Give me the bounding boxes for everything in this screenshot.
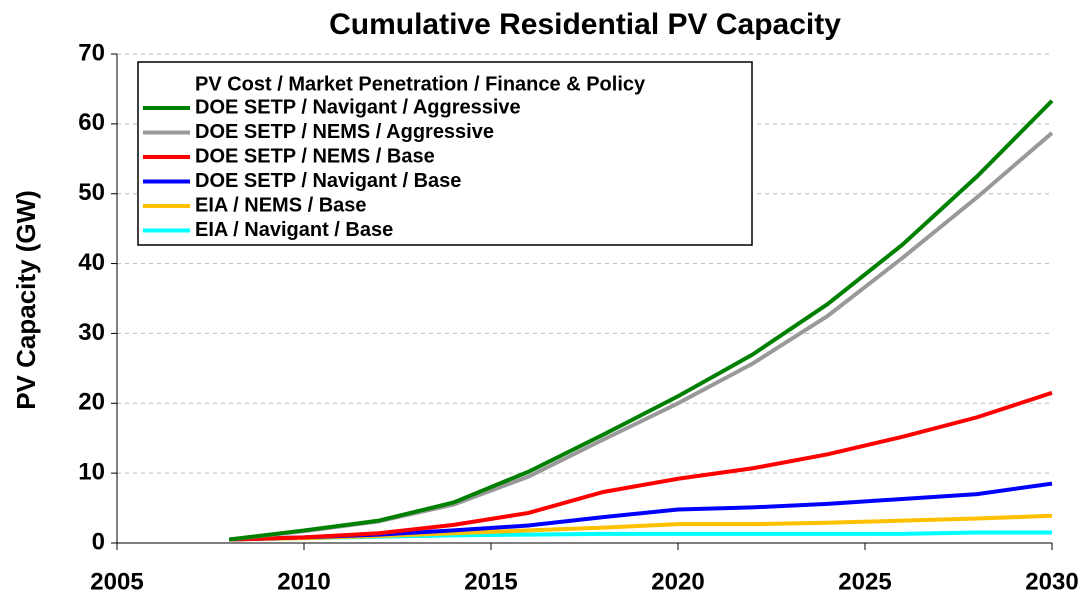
y-tick-label: 60: [78, 109, 105, 136]
series-line: [229, 390, 1053, 542]
y-tick-label: 30: [78, 319, 105, 346]
legend-title: PV Cost / Market Penetration / Finance &…: [195, 73, 646, 95]
x-tick-label: 2030: [1025, 568, 1078, 595]
y-tick-label: 10: [78, 458, 105, 485]
y-tick-label: 40: [78, 249, 105, 276]
x-tick-label: 2020: [651, 568, 704, 595]
legend-label: DOE SETP / Navigant / Base: [195, 170, 461, 192]
x-tick-label: 2015: [464, 568, 517, 595]
series-line: [228, 99, 1054, 542]
x-tick-label: 2005: [90, 568, 143, 595]
y-tick-label: 20: [78, 389, 105, 416]
legend-box: [137, 61, 753, 246]
legend-label: EIA / NEMS / Base: [195, 194, 367, 216]
y-tick-label: 0: [92, 528, 105, 555]
series-line: [229, 481, 1053, 542]
x-tick-label: 2010: [277, 568, 330, 595]
y-tick-label: 50: [78, 179, 105, 206]
chart-title: Cumulative Residential PV Capacity: [329, 8, 841, 41]
x-tick-label: 2025: [838, 568, 891, 595]
y-tick-label: 70: [78, 39, 105, 66]
y-axis-label: PV Capacity (GW): [11, 190, 41, 410]
legend-label: DOE SETP / Navigant / Aggressive: [195, 96, 521, 118]
legend-label: DOE SETP / NEMS / Aggressive: [195, 121, 494, 143]
legend-label: DOE SETP / NEMS / Base: [195, 145, 435, 167]
legend-label: EIA / Navigant / Base: [195, 219, 393, 241]
